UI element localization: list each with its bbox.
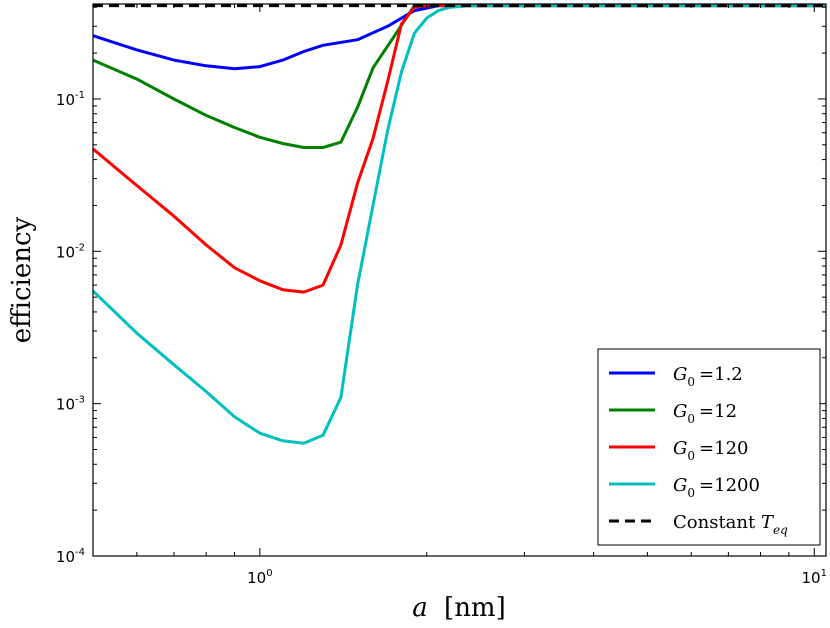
- x-tick-label: 101: [802, 568, 827, 587]
- y-tick-label: 10-1: [56, 90, 85, 109]
- y-tick-label: 10-3: [56, 395, 85, 414]
- series-line-4: [91, 4, 826, 445]
- legend-label: G0 =1200: [673, 475, 760, 500]
- x-axis-label-var: a: [412, 593, 428, 623]
- legend-label: Constant Teq: [673, 512, 788, 537]
- x-axis-label-unit: [nm]: [444, 593, 506, 623]
- legend: G0 =1.2 G0 =12 G0 =120 G0 =1200 Constant Teq: [597, 348, 821, 546]
- legend-label: G0 =12: [673, 401, 737, 426]
- tick-layer: 100 101 10-4 10-3 10-2 10-1: [56, 4, 827, 587]
- series-layer: [91, 4, 826, 445]
- legend-label: G0 =120: [673, 438, 748, 463]
- y-tick-label: 10-2: [56, 242, 85, 261]
- legend-label: G0 =1.2: [673, 364, 743, 389]
- plot-frame: [92, 3, 827, 557]
- series-line-1: [92, 4, 826, 71]
- y-tick-label: 10-4: [56, 547, 85, 566]
- x-tick-label: 100: [247, 568, 272, 587]
- x-axis-label: a [nm]: [412, 593, 505, 623]
- y-axis-label: efficiency: [7, 216, 37, 343]
